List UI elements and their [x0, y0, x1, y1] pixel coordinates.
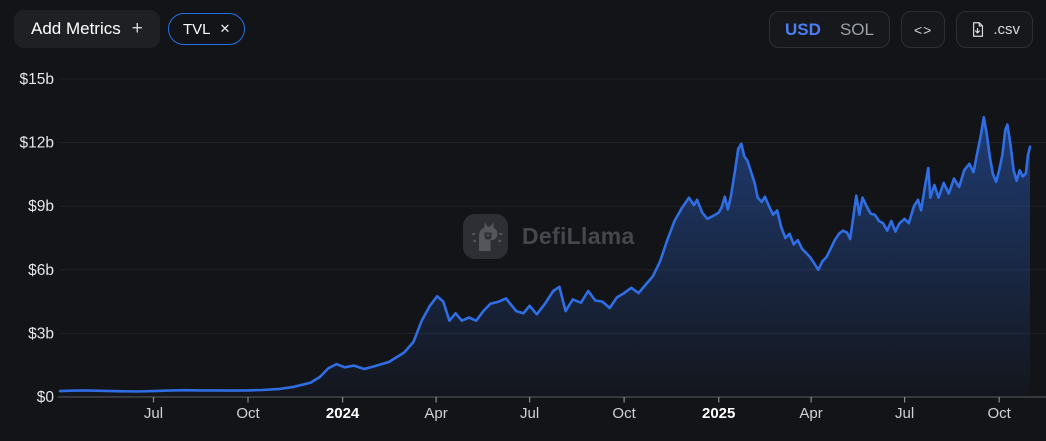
- y-axis-label: $15b: [20, 71, 54, 88]
- add-metrics-button[interactable]: Add Metrics +: [14, 10, 160, 48]
- add-metrics-label: Add Metrics: [31, 19, 121, 38]
- download-csv-button[interactable]: .csv: [956, 11, 1033, 48]
- x-axis-label: Jul: [144, 405, 163, 422]
- x-axis-label: Jul: [520, 405, 539, 422]
- y-axis-label: $9b: [28, 198, 54, 215]
- plus-icon: +: [131, 18, 143, 39]
- x-axis-label: 2025: [702, 405, 735, 422]
- x-axis-label: Oct: [236, 405, 260, 422]
- y-axis-label: $12b: [20, 135, 54, 152]
- tvl-line-series[interactable]: [58, 115, 1032, 393]
- metric-pill-tvl[interactable]: TVL ✕: [168, 13, 246, 45]
- toolbar-right-group: USD SOL <> .csv: [769, 11, 1033, 48]
- x-axis-label: 2024: [326, 405, 360, 422]
- csv-button-label: .csv: [993, 21, 1020, 38]
- currency-toggle: USD SOL: [769, 11, 890, 48]
- chart-toolbar: Add Metrics + TVL ✕ USD SOL <> .csv: [0, 0, 1046, 58]
- currency-option-usd[interactable]: USD: [785, 19, 821, 39]
- x-axis-label: Apr: [424, 405, 447, 422]
- x-axis-label: Oct: [988, 405, 1012, 422]
- file-download-icon: [973, 22, 984, 37]
- remove-metric-icon[interactable]: ✕: [219, 21, 231, 36]
- y-axis-label: $6b: [28, 262, 54, 279]
- y-axis-label: $3b: [28, 325, 54, 342]
- code-brackets-icon: <>: [913, 21, 933, 38]
- x-axis-label: Jul: [895, 405, 914, 422]
- tvl-area-fill: [60, 117, 1030, 397]
- y-axis-label: $0: [37, 389, 55, 406]
- currency-option-sol[interactable]: SOL: [839, 19, 874, 39]
- x-axis-label: Oct: [612, 405, 636, 422]
- metric-pill-label: TVL: [183, 20, 211, 38]
- embed-code-button[interactable]: <>: [900, 11, 946, 48]
- x-axis-label: Apr: [799, 405, 822, 422]
